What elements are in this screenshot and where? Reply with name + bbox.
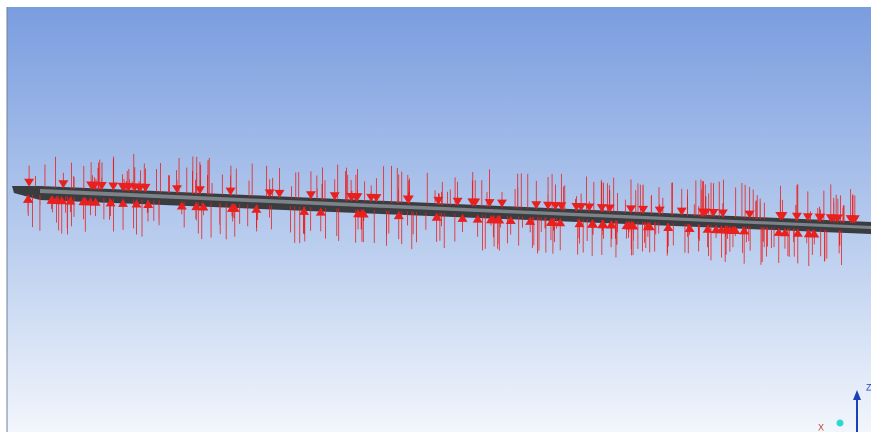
origin-marker [837,420,844,427]
z-label: Z [866,382,871,392]
viewport: Z X [0,0,871,432]
page: {"triad": {"z_label": "Z", "x_label": "X… [0,0,871,432]
x-label: X [818,422,824,432]
